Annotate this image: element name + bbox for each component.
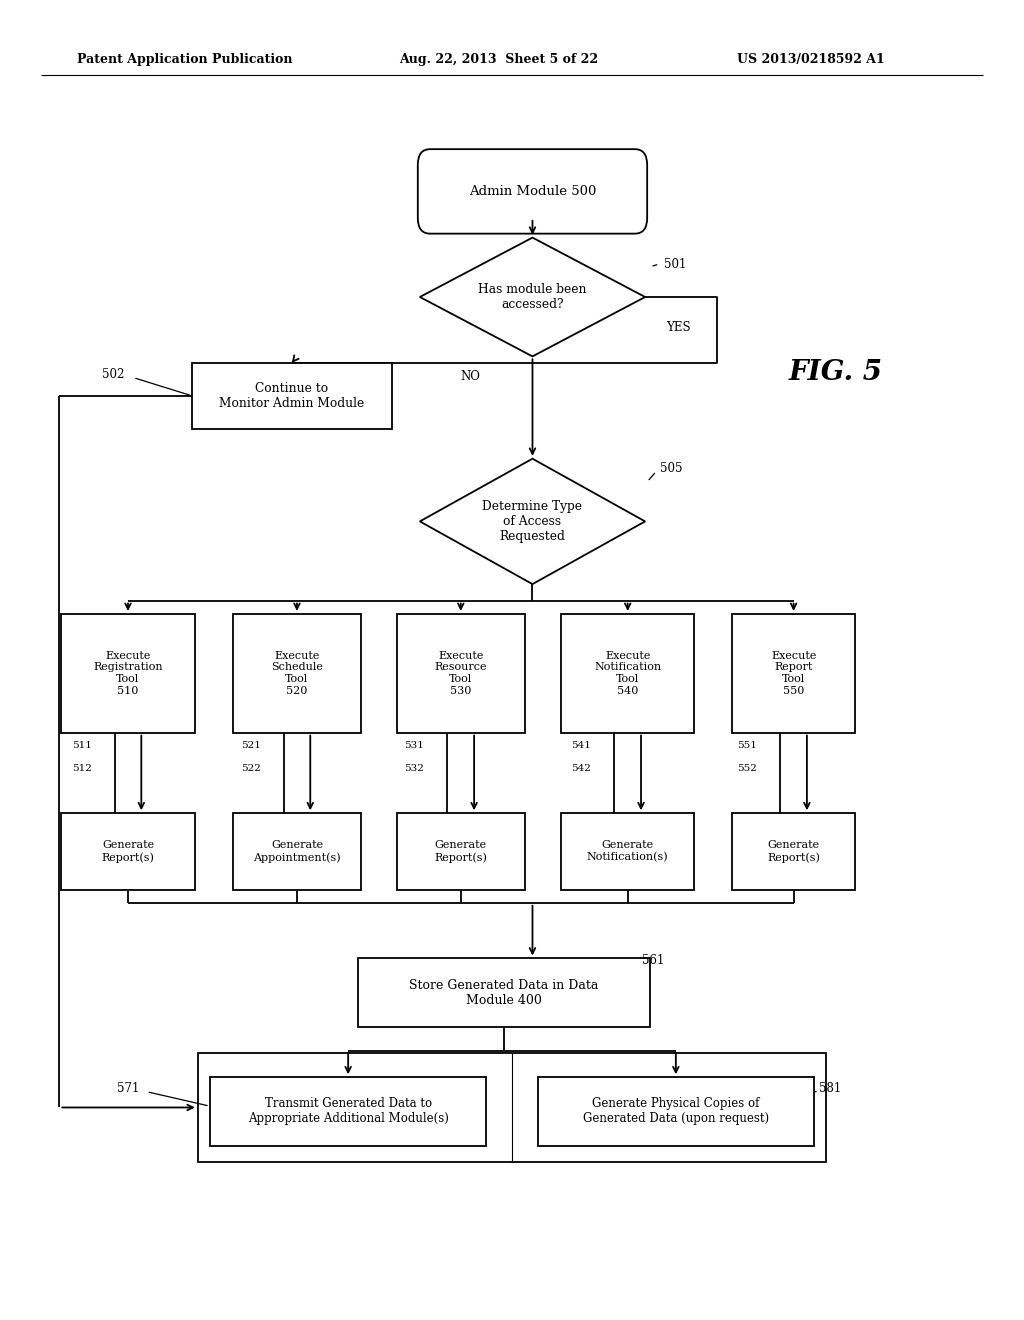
Bar [397, 813, 524, 890]
Text: 512: 512 [72, 764, 91, 772]
Text: Execute
Schedule
Tool
520: Execute Schedule Tool 520 [271, 651, 323, 696]
Text: 531: 531 [404, 742, 424, 750]
Text: Execute
Report
Tool
550: Execute Report Tool 550 [771, 651, 816, 696]
Bar [358, 958, 650, 1027]
Text: Generate
Report(s): Generate Report(s) [767, 841, 820, 862]
Text: 561: 561 [642, 954, 665, 968]
Bar [561, 614, 694, 733]
Text: Execute
Resource
Tool
530: Execute Resource Tool 530 [434, 651, 487, 696]
Bar [198, 1053, 826, 1162]
Text: 522: 522 [241, 764, 260, 772]
Text: Generate Physical Copies of
Generated Data (upon request): Generate Physical Copies of Generated Da… [583, 1097, 769, 1126]
Text: FIG. 5: FIG. 5 [788, 359, 883, 385]
Text: 552: 552 [737, 764, 757, 772]
Text: Continue to
Monitor Admin Module: Continue to Monitor Admin Module [219, 381, 365, 411]
Bar [191, 363, 391, 429]
Bar [538, 1077, 814, 1146]
Text: 542: 542 [571, 764, 591, 772]
Text: Transmit Generated Data to
Appropriate Additional Module(s): Transmit Generated Data to Appropriate A… [248, 1097, 449, 1126]
Text: US 2013/0218592 A1: US 2013/0218592 A1 [737, 53, 885, 66]
Bar [397, 614, 524, 733]
Bar [61, 813, 195, 890]
Text: 532: 532 [404, 764, 424, 772]
Bar [232, 813, 360, 890]
Text: Determine Type
of Access
Requested: Determine Type of Access Requested [482, 500, 583, 543]
Text: Patent Application Publication: Patent Application Publication [77, 53, 292, 66]
Text: 502: 502 [102, 368, 125, 381]
Text: Generate
Appointment(s): Generate Appointment(s) [253, 841, 341, 862]
Text: Admin Module 500: Admin Module 500 [469, 185, 596, 198]
Text: 505: 505 [660, 462, 683, 475]
Text: 521: 521 [241, 742, 260, 750]
Bar [732, 614, 855, 733]
Polygon shape [420, 238, 645, 356]
Text: Store Generated Data in Data
Module 400: Store Generated Data in Data Module 400 [410, 978, 598, 1007]
Bar [232, 614, 360, 733]
Text: Aug. 22, 2013  Sheet 5 of 22: Aug. 22, 2013 Sheet 5 of 22 [399, 53, 598, 66]
Text: 571: 571 [117, 1082, 139, 1096]
Text: Execute
Notification
Tool
540: Execute Notification Tool 540 [594, 651, 662, 696]
Text: Execute
Registration
Tool
510: Execute Registration Tool 510 [93, 651, 163, 696]
Text: NO: NO [461, 370, 480, 383]
Bar [61, 614, 195, 733]
Text: Has module been
accessed?: Has module been accessed? [478, 282, 587, 312]
Bar [561, 813, 694, 890]
Text: Generate
Report(s): Generate Report(s) [101, 841, 155, 862]
Text: 581: 581 [819, 1082, 842, 1096]
Bar [210, 1077, 486, 1146]
Text: 501: 501 [664, 257, 686, 271]
Bar [732, 813, 855, 890]
Text: 541: 541 [571, 742, 591, 750]
FancyBboxPatch shape [418, 149, 647, 234]
Polygon shape [420, 459, 645, 583]
Text: YES: YES [666, 321, 690, 334]
Text: Generate
Notification(s): Generate Notification(s) [587, 841, 669, 862]
Text: 551: 551 [737, 742, 757, 750]
Text: 511: 511 [72, 742, 91, 750]
Text: Generate
Report(s): Generate Report(s) [434, 841, 487, 862]
